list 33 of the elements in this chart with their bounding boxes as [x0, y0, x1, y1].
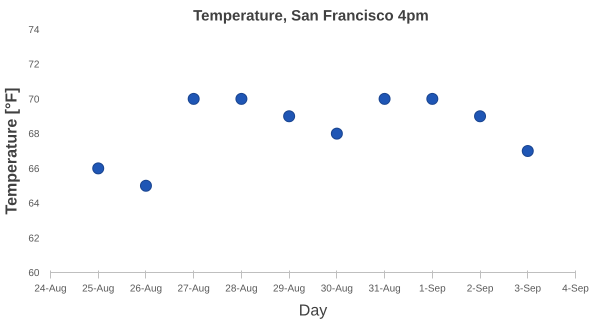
- point: [235, 92, 248, 105]
- point: [330, 128, 343, 140]
- x-tick-label: 1-Sep: [418, 284, 446, 294]
- x-tick-label: 31-Aug: [368, 284, 401, 294]
- x-tick-label: 2-Sep: [466, 284, 494, 294]
- x-tick-label: 24-Aug: [34, 284, 67, 294]
- y-tick-label: 70: [28, 94, 40, 106]
- x-axis-title: Day: [298, 302, 328, 320]
- point: [283, 110, 296, 122]
- x-tick-label: 25-Aug: [82, 284, 114, 294]
- point: [474, 110, 486, 122]
- y-tick-label: 68: [28, 129, 40, 140]
- y-tick-label: 74: [28, 25, 40, 36]
- y-tick-label: 60: [28, 268, 40, 279]
- x-tick-label: 28-Aug: [225, 284, 258, 294]
- x-tick-label: 26-Aug: [130, 284, 162, 294]
- point: [522, 145, 534, 157]
- x-tick-label: 4-Sep: [562, 284, 590, 294]
- x-tick-label: 3-Sep: [514, 284, 542, 294]
- point: [140, 180, 152, 192]
- y-tick-label: 62: [28, 233, 40, 244]
- y-axis-title: Temperature [°F]: [3, 87, 20, 215]
- point: [188, 92, 200, 105]
- y-tick-label: 64: [28, 198, 40, 210]
- y-tick-label: 72: [28, 60, 40, 71]
- x-tick-label: 30-Aug: [320, 284, 353, 294]
- point: [92, 162, 104, 174]
- x-tick-label: 27-Aug: [178, 284, 210, 294]
- x-tick-label: 29-Aug: [273, 284, 306, 294]
- point: [426, 92, 438, 105]
- y-tick-label: 66: [28, 164, 40, 175]
- chart-title: Temperature, San Francisco 4pm: [193, 8, 429, 24]
- point: [378, 92, 391, 105]
